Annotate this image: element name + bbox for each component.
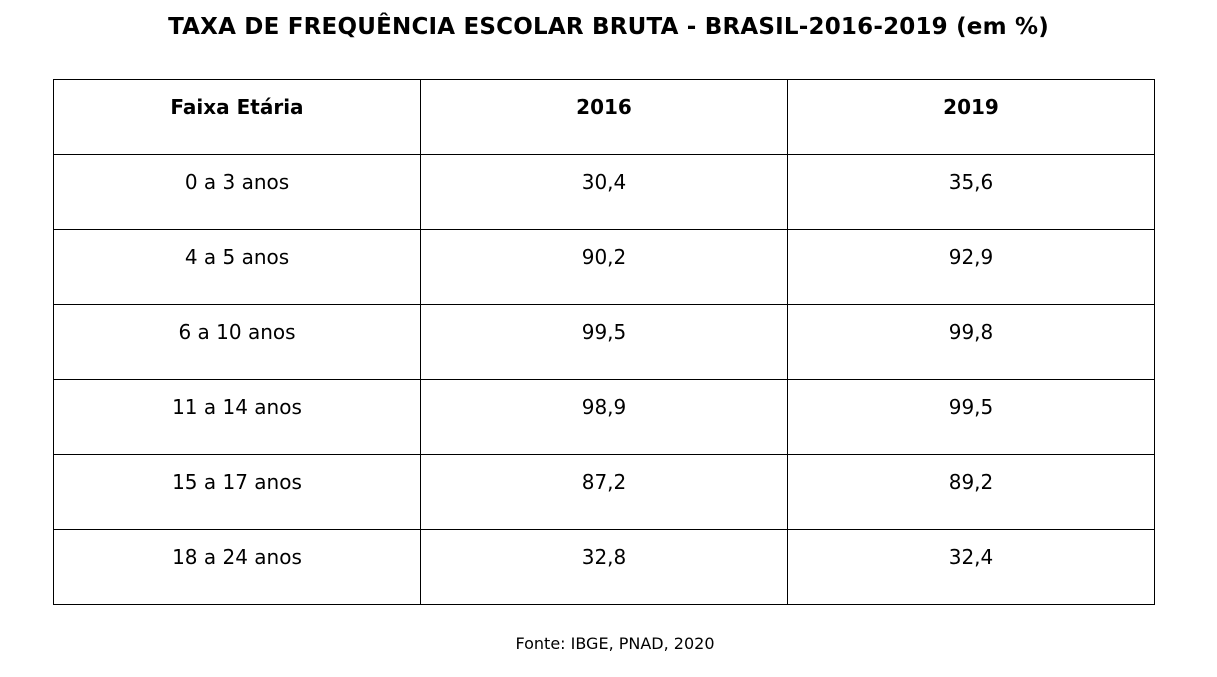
cell-text: 15 a 17 anos <box>172 470 302 494</box>
data-table: Faixa Etária 2016 2019 0 a 3 anos 30,4 3… <box>53 79 1155 605</box>
cell-text: 89,2 <box>948 470 994 494</box>
cell-text: 99,5 <box>948 395 994 419</box>
value-2019-cell: 99,8 <box>787 304 1155 380</box>
value-2016-cell: 99,5 <box>420 304 788 380</box>
cell-text: 4 a 5 anos <box>184 245 290 269</box>
age-range-cell: 4 a 5 anos <box>53 229 421 305</box>
column-header-2019: 2019 <box>787 79 1155 155</box>
age-range-cell: 6 a 10 anos <box>53 304 421 380</box>
chart-title: TAXA DE FREQUÊNCIA ESCOLAR BRUTA - BRASI… <box>168 14 1049 40</box>
header-row: Faixa Etária 2016 2019 <box>53 79 1155 155</box>
value-2016-cell: 30,4 <box>420 154 788 230</box>
value-2019-cell: 35,6 <box>787 154 1155 230</box>
value-2019-cell: 89,2 <box>787 454 1155 530</box>
age-range-cell: 18 a 24 anos <box>53 529 421 605</box>
cell-text: 98,9 <box>581 395 627 419</box>
table-row: 15 a 17 anos 87,2 89,2 <box>53 454 1155 530</box>
table-row: 11 a 14 anos 98,9 99,5 <box>53 379 1155 455</box>
value-2016-cell: 98,9 <box>420 379 788 455</box>
table-row: 6 a 10 anos 99,5 99,8 <box>53 304 1155 380</box>
cell-text: 35,6 <box>948 170 994 194</box>
age-range-cell: 0 a 3 anos <box>53 154 421 230</box>
value-2016-cell: 32,8 <box>420 529 788 605</box>
cell-text: 32,4 <box>948 545 994 569</box>
column-header-2016: 2016 <box>420 79 788 155</box>
value-2019-cell: 92,9 <box>787 229 1155 305</box>
age-range-cell: 15 a 17 anos <box>53 454 421 530</box>
value-2016-cell: 87,2 <box>420 454 788 530</box>
table-row: 4 a 5 anos 90,2 92,9 <box>53 229 1155 305</box>
cell-text: 11 a 14 anos <box>172 395 302 419</box>
cell-text: 32,8 <box>581 545 627 569</box>
cell-text: 90,2 <box>581 245 627 269</box>
cell-text: 87,2 <box>581 470 627 494</box>
cell-text: 18 a 24 anos <box>172 545 302 569</box>
table-row: 0 a 3 anos 30,4 35,6 <box>53 154 1155 230</box>
table-row: 18 a 24 anos 32,8 32,4 <box>53 529 1155 605</box>
cell-text: 30,4 <box>581 170 627 194</box>
value-2019-cell: 99,5 <box>787 379 1155 455</box>
age-range-cell: 11 a 14 anos <box>53 379 421 455</box>
cell-text: 99,8 <box>948 320 994 344</box>
cell-text: 99,5 <box>581 320 627 344</box>
value-2019-cell: 32,4 <box>787 529 1155 605</box>
source-note: Fonte: IBGE, PNAD, 2020 <box>515 634 715 653</box>
column-header-label: 2016 <box>576 95 632 119</box>
cell-text: 0 a 3 anos <box>184 170 290 194</box>
cell-text: 6 a 10 anos <box>178 320 296 344</box>
column-header-label: 2019 <box>943 95 999 119</box>
value-2016-cell: 90,2 <box>420 229 788 305</box>
column-header-faixa-etaria: Faixa Etária <box>53 79 421 155</box>
cell-text: 92,9 <box>948 245 994 269</box>
column-header-label: Faixa Etária <box>170 95 304 119</box>
